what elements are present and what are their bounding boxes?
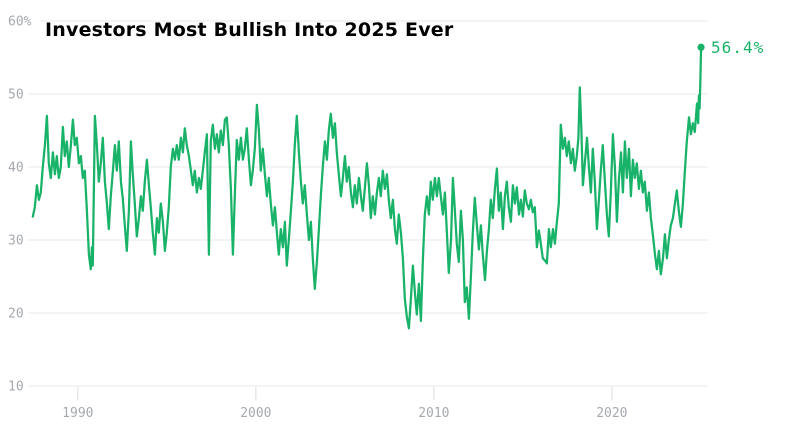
x-axis-tick-label: 2020 (596, 406, 627, 421)
bullish-sentiment-line (31, 46, 703, 330)
last-value-label: 56.4% (711, 38, 764, 57)
y-axis-tick-label: 50 (8, 88, 24, 103)
y-axis-tick-label: 60% (8, 15, 32, 30)
y-axis-tick-label: 10 (8, 380, 24, 395)
y-axis-tick-label: 40 (8, 161, 24, 176)
chart-title: Investors Most Bullish Into 2025 Ever (45, 19, 454, 41)
endpoint-dot (697, 43, 705, 51)
x-axis-tick-label: 2000 (240, 406, 271, 421)
y-axis-tick-label: 30 (8, 234, 24, 249)
x-axis-ticks: 1990 2000 2010 2020 (62, 387, 628, 421)
x-axis-tick-label: 1990 (62, 406, 93, 421)
y-gridlines: 10 20 30 40 50 60% (8, 15, 708, 395)
y-axis-tick-label: 20 (8, 307, 24, 322)
x-axis-tick-label: 2010 (418, 406, 449, 421)
